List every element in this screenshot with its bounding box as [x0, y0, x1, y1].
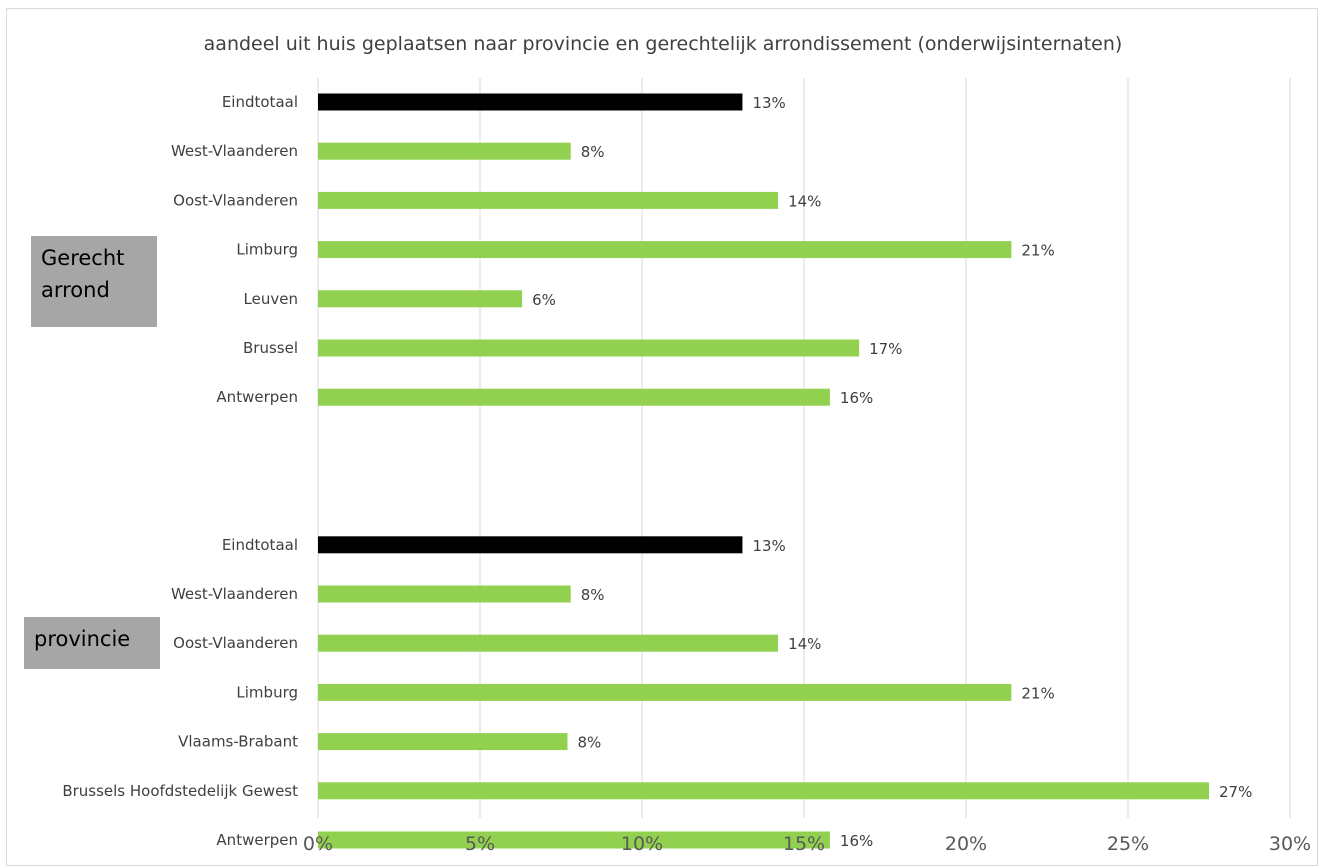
category-label: Antwerpen: [216, 388, 298, 406]
category-label: Eindtotaal: [222, 536, 298, 554]
bar: [318, 831, 830, 849]
data-label: 21%: [1021, 684, 1054, 702]
bar: [318, 782, 1209, 800]
data-label: 16%: [840, 832, 873, 850]
bar: [318, 241, 1012, 259]
bar: [318, 339, 860, 357]
x-tick-label: 5%: [465, 833, 495, 855]
x-tick-label: 15%: [783, 833, 825, 855]
category-label: Brussels Hoofdstedelijk Gewest: [62, 782, 298, 800]
chart-title: aandeel uit huis geplaatsen naar provinc…: [204, 33, 1123, 55]
category-label: Vlaams-Brabant: [178, 733, 298, 751]
data-label: 17%: [869, 340, 902, 358]
group-label-provincie: provincie: [24, 617, 160, 669]
data-label: 21%: [1021, 242, 1054, 260]
x-tick-label: 30%: [1269, 833, 1311, 855]
category-label: Leuven: [244, 290, 298, 308]
chart-area: [6, 8, 1318, 866]
x-tick-label: 0%: [303, 833, 333, 855]
bar: [318, 93, 743, 111]
bar: [318, 191, 779, 209]
data-label: 6%: [532, 291, 556, 309]
data-label: 14%: [788, 192, 821, 210]
data-label: 27%: [1219, 783, 1252, 801]
x-tick-label: 20%: [945, 833, 987, 855]
bar: [318, 733, 568, 751]
category-label: Brussel: [243, 339, 298, 357]
category-label: West-Vlaanderen: [171, 585, 298, 603]
data-label: 13%: [752, 537, 785, 555]
data-label: 8%: [577, 734, 601, 752]
data-label: 16%: [840, 389, 873, 407]
data-label: 13%: [752, 94, 785, 112]
category-label: Eindtotaal: [222, 93, 298, 111]
bar: [318, 683, 1012, 701]
bar: [318, 634, 779, 652]
data-label: 8%: [581, 586, 605, 604]
category-label: Limburg: [236, 683, 298, 701]
data-label: 8%: [581, 143, 605, 161]
category-label: Antwerpen: [216, 831, 298, 849]
group-label-gerecht-arrond: Gerecht arrond: [31, 236, 157, 327]
category-label: Oost-Vlaanderen: [173, 634, 298, 652]
bar: [318, 142, 571, 160]
x-tick-label: 25%: [1107, 833, 1149, 855]
category-label: Oost-Vlaanderen: [173, 191, 298, 209]
bar: [318, 290, 523, 308]
bar: [318, 388, 830, 406]
bar: [318, 536, 743, 554]
category-label: West-Vlaanderen: [171, 142, 298, 160]
data-label: 14%: [788, 635, 821, 653]
x-tick-label: 10%: [621, 833, 663, 855]
bar: [318, 585, 571, 603]
category-label: Limburg: [236, 241, 298, 259]
